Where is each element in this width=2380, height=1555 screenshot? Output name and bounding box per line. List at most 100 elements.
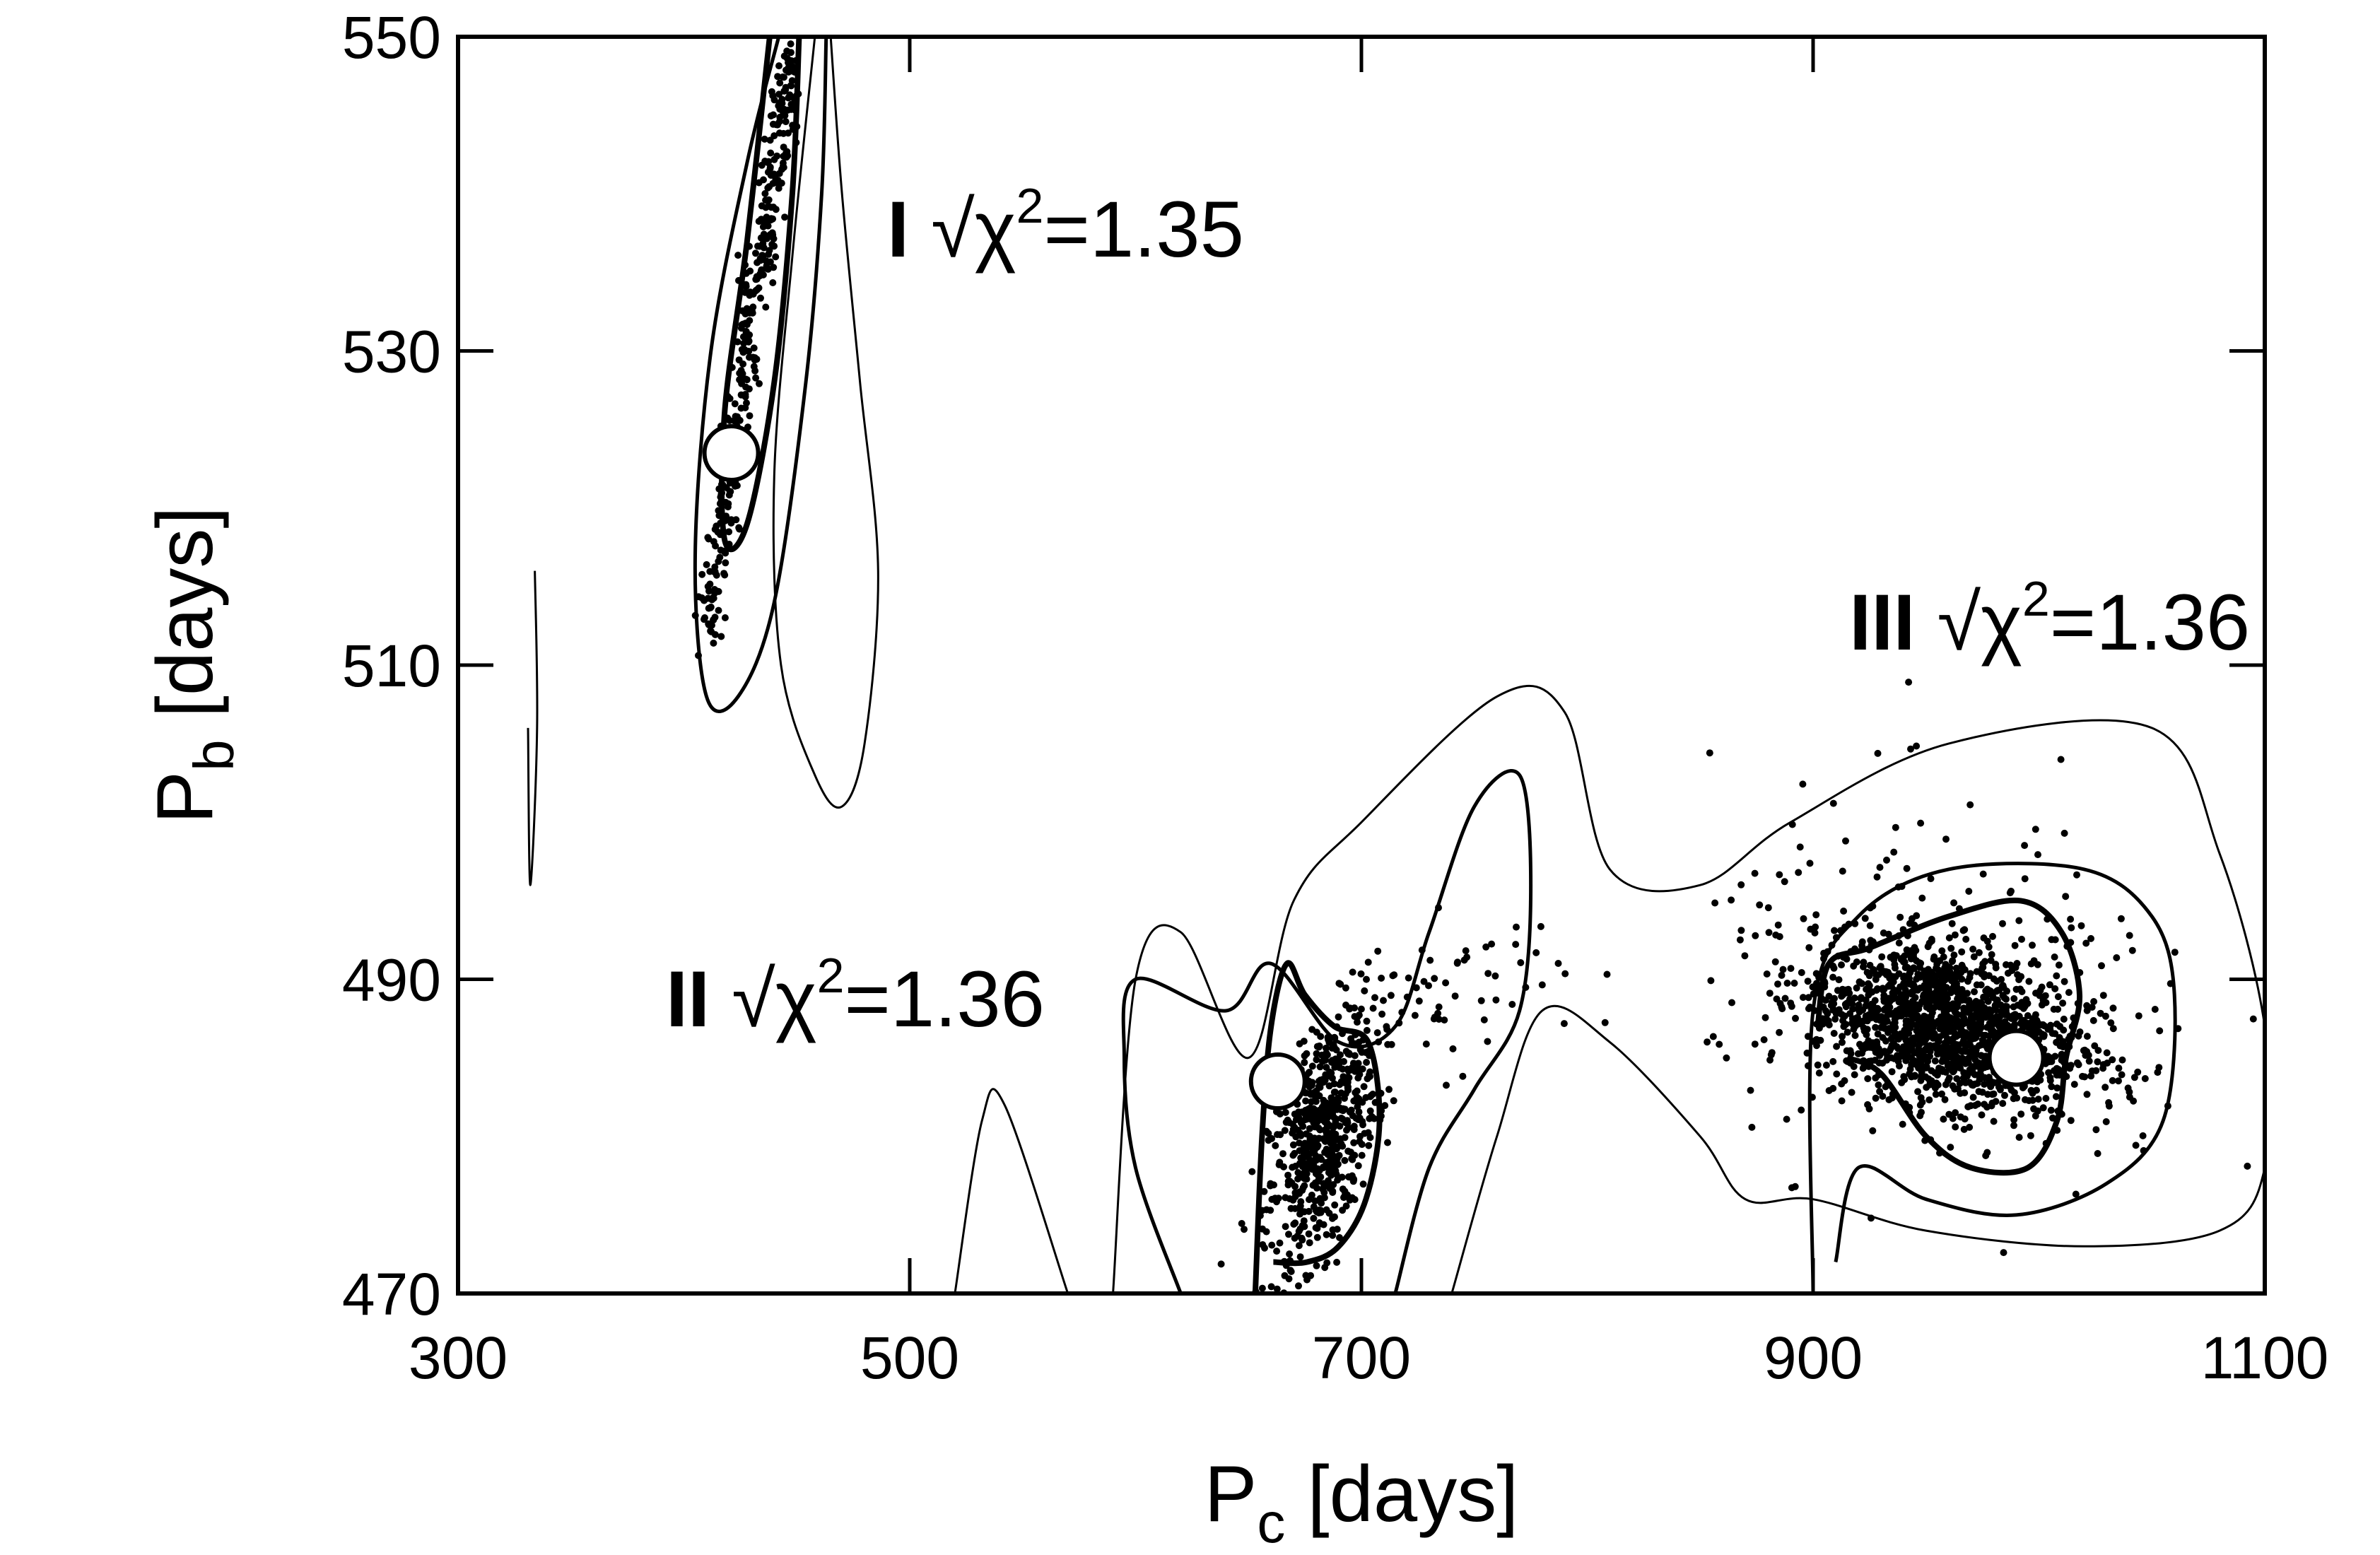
sample-point [1940,1045,1948,1053]
sample-point [1320,1079,1327,1086]
sample-point [1863,968,1871,976]
sample-point [2094,1058,2101,1066]
sample-point [1888,1068,1896,1076]
sample-point [2103,1049,2111,1057]
sample-point [2052,1093,2060,1101]
sample-point [1923,999,1930,1007]
sample-point [2065,989,2073,997]
sample-point [2130,1074,2138,1081]
sample-point [1876,864,1884,872]
sample-point [1951,931,1959,939]
sample-point [1385,1086,1393,1093]
sample-point [1966,801,1974,809]
sample-point [1306,1089,1314,1097]
sample-point [1884,1009,1892,1017]
sample-point [715,587,722,595]
best-fit-marker-II [1248,1052,1307,1110]
sample-point [1304,1105,1312,1113]
sample-point [1941,972,1949,980]
sample-point [1881,1048,1888,1055]
sample-point [1258,1284,1266,1292]
sample-point [1883,997,1891,1005]
sample-point [1344,1079,1352,1086]
sample-point [726,488,734,495]
sample-point [1863,1031,1870,1038]
sample-point [1897,913,1904,921]
sample-point [1950,899,1958,907]
sample-point [2010,1095,2017,1103]
sample-point [1316,1154,1324,1161]
sample-point [1341,1094,1348,1102]
sample-point [1904,1028,1912,1035]
sample-point [715,606,722,614]
sample-point [1906,980,1913,987]
sample-point [1914,1088,1922,1096]
sample-point [1322,1056,1330,1064]
sample-point [1940,953,1947,961]
sample-point [1922,1019,1930,1026]
sample-point [1856,1008,1863,1016]
sample-point [1317,1207,1325,1214]
sample-point [1831,927,1838,934]
sample-point [2020,1000,2027,1008]
sample-point [770,204,778,211]
sample-point [1965,888,1973,895]
sample-point [1459,1072,1467,1080]
sample-point [1779,966,1787,973]
contour-outer [1112,684,2265,1293]
sample-point [1736,936,1744,944]
sample-point [1959,963,1966,971]
sample-point [1952,979,1959,987]
sample-point [1953,1003,1961,1011]
sample-point [1958,986,1966,993]
sample-point [1748,1123,1756,1131]
sample-point [1872,1094,1880,1102]
sample-point [1339,1207,1347,1214]
sample-point [2024,1012,2032,1019]
sample-point [2014,971,2022,978]
best-fit-markers [702,423,2046,1110]
sample-point [1904,1054,1911,1062]
sample-point [2020,1022,2027,1030]
sample-point [1853,984,1860,992]
sample-point [2089,1016,2097,1024]
sample-point [1975,1011,1983,1019]
sample-point [1851,1032,1859,1039]
sample-point [1869,1127,1877,1134]
sample-point [1901,1076,1909,1084]
sample-point [1906,1070,1913,1078]
sample-point [1918,1098,1926,1106]
sample-point [1460,956,1468,964]
sample-point [1958,975,1966,983]
sample-point [1443,1081,1450,1089]
sample-point [1363,1017,1371,1025]
sample-point [2030,1105,2038,1113]
sample-point [708,621,715,629]
sample-point [1325,1209,1333,1217]
sample-point [1756,901,1764,909]
sample-point [1313,1091,1320,1098]
sample-point [2034,851,2041,859]
sample-point [2087,934,2094,942]
sample-point [734,252,742,259]
sample-point [1822,1062,1830,1069]
sample-point [1268,1241,1276,1249]
sample-point [2011,941,2019,949]
sample-point [1302,1272,1310,1279]
sample-point [1306,1239,1313,1247]
sample-point [1716,1040,1723,1048]
sample-point [1992,961,2000,968]
sample-point [2027,1132,2034,1139]
sample-point [2094,1047,2102,1055]
sample-point [2126,1093,2133,1101]
sample-point [1776,1028,1783,1036]
sample-point [1342,984,1349,992]
sample-point [1985,972,1993,980]
x-tick-label: 900 [1764,1325,1863,1391]
sample-point [2105,1102,2113,1110]
sample-point [1435,1016,1443,1023]
sample-point [1326,1104,1334,1112]
sample-point [1771,958,1779,966]
sample-point [2094,1150,2101,1157]
